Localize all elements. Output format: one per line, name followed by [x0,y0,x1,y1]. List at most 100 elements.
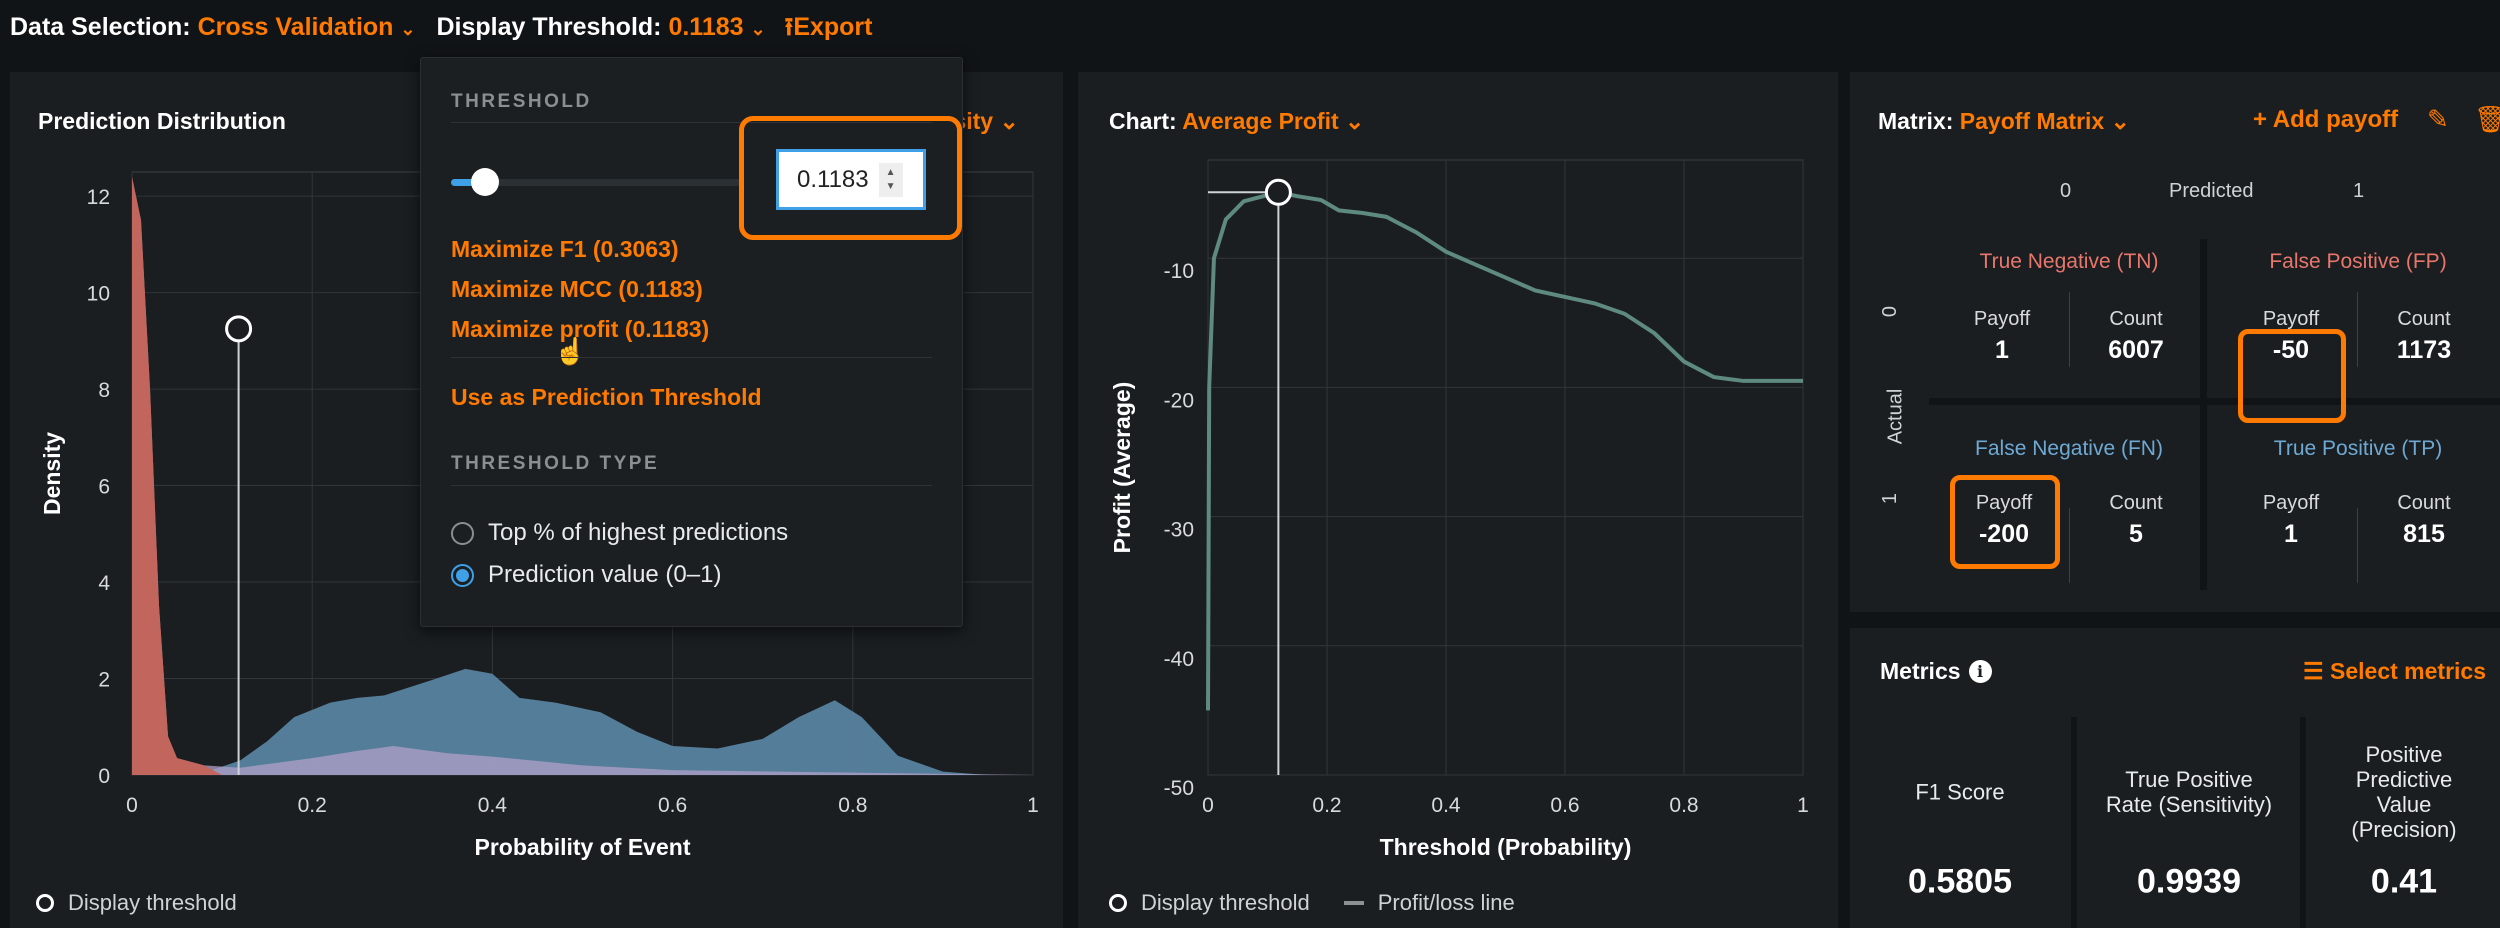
display-threshold-value: 0.1183 [668,13,744,41]
data-selection-label: Data Selection: [10,13,191,41]
profit-chart-panel [1078,72,1838,928]
maximize-f1-link[interactable]: Maximize F1 (0.3063) [451,236,679,262]
select-metrics-button[interactable]: ☰ Select metrics [2303,658,2486,685]
radio-label: Top % of highest predictions [488,519,789,546]
chart-selector[interactable]: Chart: Average Profit ⌄ [1109,108,1364,135]
y-axis-title: Density [39,432,65,515]
export-label: Export [793,13,873,41]
slider-thumb[interactable] [471,168,500,196]
radio-icon [451,521,474,545]
predicted-0: 0 [2060,180,2072,202]
count-value: 5 [2129,520,2143,548]
y-tick-label: -20 [1164,389,1194,412]
count-value: 1173 [2396,336,2452,364]
highlight-box [739,116,962,240]
count-value: 6007 [2108,336,2164,364]
threshold-input[interactable]: 0.1183 ▲ ▼ [776,149,926,210]
y-tick-label: 0 [98,765,110,788]
threshold-marker [225,315,253,343]
legend-display-threshold: Display threshold [36,890,237,916]
payoff-label: Payoff [2262,308,2320,330]
highlight-box [2238,329,2346,423]
x-tick-label: 0 [1202,794,1214,817]
y-tick-label: 10 [87,283,110,306]
threshold-circle-icon [36,894,54,912]
count-label: Count [2109,308,2163,330]
stepper-icon[interactable]: ▲ ▼ [878,162,903,197]
matrix-selector[interactable]: Matrix: Payoff Matrix ⌄ [1878,108,2130,135]
x-tick-label: 0.2 [298,794,327,817]
negative-density-peak [132,176,223,776]
cell-title: False Negative (FN) [1975,437,2163,460]
payoff-value[interactable]: 1 [2284,520,2298,548]
display-threshold-dropdown[interactable]: 0.1183 ⌄ [668,13,765,41]
maximize-profit-link[interactable]: Maximize profit (0.1183) [451,316,710,342]
y-tick-label: 6 [98,476,110,499]
sliders-icon: ☰ [2303,658,2324,684]
data-selection-value: Cross Validation [197,13,394,41]
line-swatch-icon [1343,901,1364,905]
payoff-label: Payoff [2262,492,2320,514]
chevron-down-icon: ⌄ [1338,108,1365,134]
x-tick-label: 0.2 [1312,794,1341,817]
y-tick-label: -30 [1164,519,1194,542]
payoff-label: Payoff [1975,492,2033,514]
chart-value: Average Profit [1182,108,1339,134]
x-tick-label: 0.4 [478,794,508,817]
profit-loss-line [1206,190,1803,711]
actual-0: 0 [1879,305,1902,318]
payoff-value[interactable]: -200 [1978,520,2030,548]
metric-value: 0.5805 [1908,862,2012,901]
threshold-type-header: THRESHOLD TYPE [451,453,660,474]
profit-legend: Display threshold Profit/loss line [1109,890,1515,916]
payoff-matrix-panel [1850,72,2500,612]
legend-label: Display threshold [68,890,237,915]
x-tick-label: 0.6 [658,794,687,817]
threshold-slider[interactable] [451,168,741,196]
upload-icon: ⭱ [784,13,794,41]
cell-title: True Positive (TP) [2273,437,2443,460]
info-icon[interactable]: i [1968,660,1992,683]
cell-title: True Negative (TN) [1979,250,2159,273]
maximize-mcc-link[interactable]: Maximize MCC (0.1183) [451,276,703,302]
chevron-down-icon: ⌄ [750,19,766,39]
toolbar: Data Selection: Cross Validation ⌄ Displ… [10,8,873,51]
data-selection-dropdown[interactable]: Cross Validation ⌄ [198,13,416,41]
y-tick-label: -10 [1164,260,1194,283]
export-button[interactable]: ⭱Export [785,13,873,41]
add-payoff-button[interactable]: + Add payoff [2253,106,2398,134]
matrix-divider-h [1929,398,2500,405]
cell-title: False Positive (FP) [2269,250,2447,273]
panel-title: Prediction Distribution [38,108,286,134]
count-value: 815 [2403,520,2445,548]
metric-label: Positive Predictive Value (Precision) [2351,742,2457,842]
y-tick-label: 4 [98,572,110,595]
metric-value: 0.9939 [2137,862,2241,901]
x-tick-label: 0.6 [1550,794,1579,817]
radio-top-percent[interactable]: Top % of highest predictions [451,519,788,547]
x-tick-label: 0.4 [1431,794,1461,817]
positive-density-area [132,668,1033,775]
threshold-header: THRESHOLD [451,91,592,112]
count-label: Count [2397,492,2451,514]
pencil-icon[interactable]: ✎ [2427,104,2449,134]
metric-label: F1 Score [1915,779,2005,805]
payoff-value[interactable]: -50 [2272,336,2310,364]
y-tick-label: -50 [1164,777,1194,800]
x-tick-label: 1 [1027,794,1039,817]
predicted-label: Predicted [2169,180,2254,202]
threshold-circle-icon [1109,894,1127,912]
payoff-value[interactable]: 1 [1995,336,2009,364]
x-tick-label: 0.8 [1669,794,1698,817]
use-as-prediction-threshold-link[interactable]: Use as Prediction Threshold [451,384,762,410]
radio-label: Prediction value (0–1) [488,561,722,588]
x-axis-title: Threshold (Probability) [1380,834,1632,860]
select-metrics-label: Select metrics [2330,658,2486,684]
plus-icon: + [2253,106,2268,133]
trash-icon[interactable]: 🗑 [2474,104,2500,134]
hand-cursor-icon: ☝ [554,336,587,366]
metrics-panel [1850,628,2500,928]
radio-prediction-value[interactable]: Prediction value (0–1) [451,561,721,589]
count-label: Count [2397,308,2451,330]
y-tick-label: 2 [98,669,110,692]
